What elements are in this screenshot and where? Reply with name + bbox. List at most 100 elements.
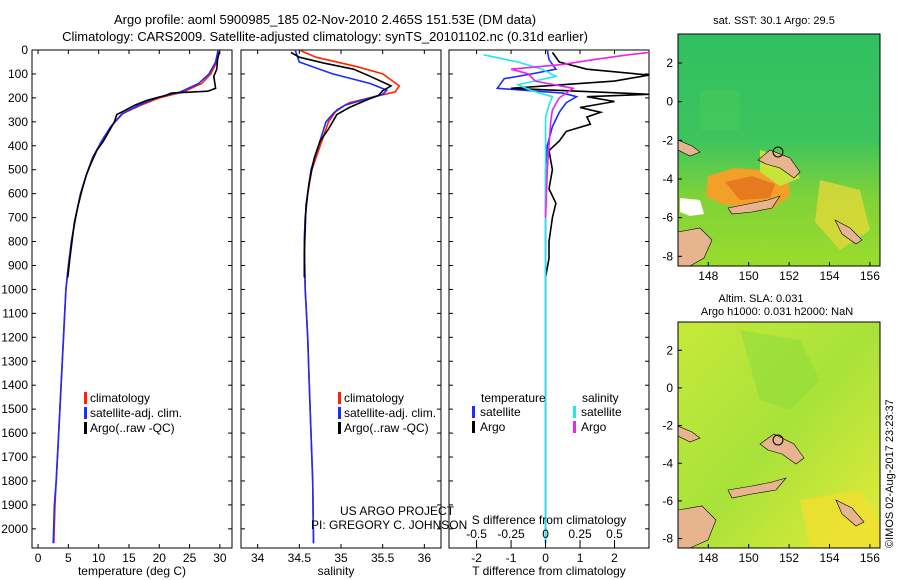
map-y-tick-label: -6 xyxy=(662,494,673,508)
map-x-tick-label: 150 xyxy=(739,551,759,565)
temperature-plot-frame xyxy=(31,49,233,549)
salinity-plot-frame xyxy=(240,49,442,549)
s-difference-xlabel: S difference from climatology xyxy=(472,513,627,527)
legend-label-satellite: satellite-adj. clim. xyxy=(90,406,182,420)
map-x-tick-label: 152 xyxy=(779,551,799,565)
sla-map xyxy=(678,322,880,548)
sst-patch xyxy=(815,180,870,250)
series-line-satellite-adj-clim- xyxy=(294,50,389,544)
credit-project: US ARGO PROJECT xyxy=(340,504,455,518)
y-tick-label: 700 xyxy=(8,211,28,225)
map-x-tick-label: 150 xyxy=(739,269,759,283)
temperature-legend: climatology satellite-adj. clim. Argo(..… xyxy=(84,391,182,435)
land-new-guinea xyxy=(678,505,717,548)
legend-title-temperature: temperature xyxy=(481,391,546,405)
map-y-tick-label: -8 xyxy=(662,532,673,546)
sst-missing xyxy=(680,198,704,216)
map-y-tick-label: -4 xyxy=(662,172,673,186)
axes-ticks: 0 5 10 15 20 25 300100200300400500600700800900… xyxy=(1,43,649,565)
land-new-ireland xyxy=(759,433,805,465)
x-tick-label: 30 xyxy=(213,551,227,565)
s-tick-label: -0.5 xyxy=(466,527,487,541)
map-y-tick-label: 0 xyxy=(666,95,673,109)
x-tick-label: 5 xyxy=(65,551,72,565)
series-line-climatology xyxy=(53,50,221,544)
y-tick-label: 600 xyxy=(8,187,28,201)
map-ticks: 148 150 152 154 156 2 0 -2 -4 -6 -8 148 150 152 154 156… xyxy=(662,56,880,565)
legend-swatch-t-argo xyxy=(472,421,475,433)
sla-map-title-line2: Argo h1000: 0.031 h2000: NaN xyxy=(701,306,853,318)
x-tick-label: 25 xyxy=(183,551,197,565)
salinity-xlabel: salinity xyxy=(318,564,355,578)
x-tick-label: 10 xyxy=(92,551,106,565)
y-tick-label: 1500 xyxy=(1,402,28,416)
map-y-tick-label: 0 xyxy=(666,381,673,395)
sla-patch xyxy=(800,490,880,548)
difference-plot-frame xyxy=(448,49,650,549)
s-tick-label: 0.25 xyxy=(568,527,592,541)
s-tick-label: 0 xyxy=(542,527,549,541)
series-line-t-argo xyxy=(511,51,649,278)
legend-swatch-satellite xyxy=(338,407,341,419)
difference-series xyxy=(483,50,649,544)
x-tick-label: 35.5 xyxy=(371,551,395,565)
series-line-s-satellite xyxy=(483,54,559,544)
y-tick-label: 1000 xyxy=(1,282,28,296)
map-x-tick-label: 154 xyxy=(819,269,839,283)
salinity-series xyxy=(290,50,401,544)
legend-label-climatology: climatology xyxy=(344,391,404,405)
sst-map xyxy=(678,34,880,266)
x-tick-label: 1 xyxy=(577,551,584,565)
x-tick-label: -1 xyxy=(506,551,517,565)
map-x-tick-label: 152 xyxy=(779,269,799,283)
y-tick-label: 1700 xyxy=(1,450,28,464)
y-tick-label: 1300 xyxy=(1,354,28,368)
series-line-satellite-adj-clim- xyxy=(52,50,219,544)
map-x-tick-label: 154 xyxy=(819,551,839,565)
legend-label-argo: Argo(..raw -QC) xyxy=(344,421,429,435)
legend-swatch-argo xyxy=(84,422,87,434)
x-tick-label: -2 xyxy=(471,551,482,565)
land-manus xyxy=(678,139,701,157)
land-manus xyxy=(678,425,701,443)
credit-pi: PI: GREGORY C. JOHNSON xyxy=(311,518,467,532)
x-tick-label: 2 xyxy=(611,551,618,565)
x-tick-label: 0 xyxy=(35,551,42,565)
x-tick-label: 20 xyxy=(153,551,167,565)
y-tick-label: 2000 xyxy=(1,522,28,536)
map-x-tick-label: 156 xyxy=(860,551,880,565)
y-tick-label: 800 xyxy=(8,235,28,249)
map-y-tick-label: -6 xyxy=(662,211,673,225)
land-solomon xyxy=(834,219,863,245)
x-tick-label: 35 xyxy=(334,551,348,565)
series-line-s-argo xyxy=(510,51,649,218)
map-x-tick-label: 148 xyxy=(698,551,718,565)
s-tick-label: 0.5 xyxy=(606,527,623,541)
series-line-argo-raw-qc- xyxy=(67,52,221,278)
map-y-tick-label: -8 xyxy=(662,249,673,263)
argo-location-marker xyxy=(772,146,784,158)
y-tick-label: 1400 xyxy=(1,378,28,392)
sst-map-frame xyxy=(677,33,881,267)
legend-label-s-argo: Argo xyxy=(581,420,607,434)
map-y-tick-label: 2 xyxy=(666,343,673,357)
legend-label-t-satellite: satellite xyxy=(480,405,521,419)
figure-title-line2: Climatology: CARS2009. Satellite-adjuste… xyxy=(62,29,588,44)
legend-label-climatology: climatology xyxy=(90,391,150,405)
map-x-tick-label: 148 xyxy=(698,269,718,283)
sst-patch xyxy=(700,90,740,130)
y-tick-label: 1100 xyxy=(2,306,28,320)
map-y-tick-label: -2 xyxy=(662,133,673,147)
land-new-guinea xyxy=(678,227,713,266)
y-tick-label: 1200 xyxy=(1,330,28,344)
temperature-series xyxy=(52,50,221,544)
legend-label-t-argo: Argo xyxy=(480,420,506,434)
figure-title-line1: Argo profile: aoml 5900985_185 02-Nov-20… xyxy=(113,12,537,27)
salinity-legend: climatology satellite-adj. clim. Argo(..… xyxy=(338,391,436,435)
x-tick-label: 15 xyxy=(122,551,136,565)
map-y-tick-label: 2 xyxy=(666,56,673,70)
legend-label-argo: Argo(..raw -QC) xyxy=(90,421,175,435)
series-line-climatology xyxy=(298,50,401,544)
x-tick-label: 36 xyxy=(418,551,432,565)
